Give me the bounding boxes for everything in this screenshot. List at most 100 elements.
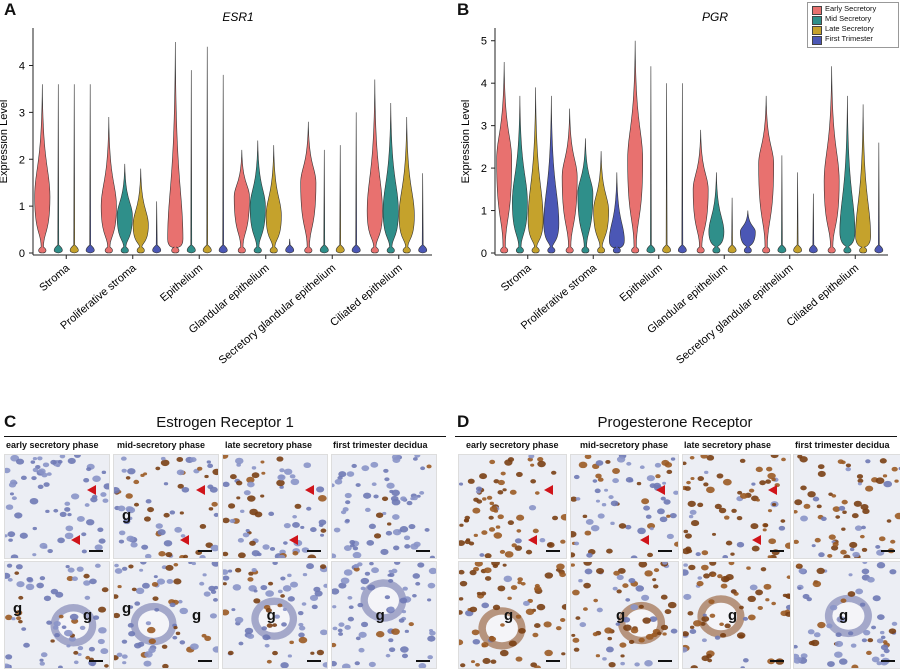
cell-nucleus [595,460,604,466]
cell-nucleus [620,654,625,658]
cell-nucleus [32,526,38,531]
cell-nucleus [191,562,197,566]
cell-nucleus [83,580,91,586]
cell-nucleus [338,632,344,636]
violin-first-trimester [218,74,228,254]
cell-nucleus [644,570,653,577]
cell-nucleus [701,616,710,622]
cell-nucleus [683,461,687,466]
cell-nucleus [127,623,134,628]
cell-nucleus [797,586,802,590]
gland-label: g [503,607,514,624]
cell-nucleus [77,646,84,651]
cell-nucleus [272,562,278,566]
cell-nucleus [364,507,371,513]
cell-nucleus [50,459,57,465]
cell-nucleus [125,493,133,499]
histology-c-bottom-4: g [331,561,437,669]
red-arrowhead-icon [305,485,314,495]
cell-nucleus [73,455,81,458]
histology-d-bottom-2-cells [571,562,678,668]
cell-nucleus [861,525,866,530]
cell-nucleus [771,601,777,606]
cell-nucleus [871,656,880,663]
cell-nucleus [352,551,362,558]
cell-nucleus [812,496,820,502]
cell-nucleus [811,544,816,548]
legend-item-late: Late Secretory [808,24,898,35]
cell-nucleus [827,661,835,667]
red-arrowhead-icon [87,485,96,495]
cell-nucleus [616,574,624,581]
gland-lumen [704,602,738,631]
cell-nucleus [45,509,50,514]
red-arrowhead-icon [528,535,537,545]
gland-label: g [266,607,276,624]
violin-mid-secretory [382,102,399,254]
cell-nucleus [660,496,666,501]
cell-nucleus [597,513,605,519]
cell-nucleus [66,576,74,582]
legend-item-early: Early Secretory [808,4,898,15]
cell-nucleus [622,616,631,623]
cell-nucleus [663,499,671,505]
scale-bar [881,550,895,552]
violin-first-trimester [678,83,687,254]
cell-nucleus [223,575,230,581]
cell-nucleus [154,608,160,612]
cell-nucleus [332,642,337,648]
histology-c-col-1: early secretory phase [6,440,99,450]
cell-nucleus [596,607,603,613]
cell-nucleus [133,479,140,485]
cell-nucleus [5,572,11,579]
cell-nucleus [398,618,405,623]
cell-nucleus [114,612,121,619]
cell-nucleus [389,489,394,494]
cell-nucleus [879,630,885,635]
cell-nucleus [122,661,127,665]
red-arrowhead-icon [180,535,189,545]
cell-nucleus [865,485,874,492]
cell-nucleus [227,569,233,573]
cell-nucleus [145,499,152,504]
cell-nucleus [166,578,174,584]
cell-nucleus [199,555,206,558]
cell-nucleus [497,490,504,495]
cell-nucleus [393,545,400,551]
cell-nucleus [126,506,136,514]
cell-nucleus [212,598,218,602]
cell-nucleus [771,477,776,482]
gland-label: g [83,607,93,624]
cell-nucleus [504,551,514,558]
scale-bar [546,550,560,552]
cell-nucleus [552,515,559,521]
cell-nucleus [276,456,284,462]
cell-nucleus [731,508,737,513]
cell-nucleus [294,503,302,509]
cell-nucleus [626,461,632,466]
cell-nucleus [765,479,772,484]
cell-nucleus [400,496,407,502]
cell-nucleus [174,526,183,533]
cell-nucleus [337,628,343,633]
cell-nucleus [179,511,184,515]
scale-bar [198,550,212,552]
cell-nucleus [238,641,244,646]
gland-lumen [137,610,170,638]
violin-mid-secretory [186,70,196,254]
cell-nucleus [156,578,166,585]
histology-c-top-2-cells [114,456,218,558]
cell-nucleus [333,527,341,533]
cell-nucleus [796,563,802,568]
cell-nucleus [855,588,864,595]
violin-mid-secretory [646,66,656,254]
cell-nucleus [561,652,566,656]
cell-nucleus [706,455,715,461]
cell-nucleus [18,619,23,624]
cell-nucleus [863,629,871,636]
histology-d-top-1-cells [459,455,566,558]
cell-nucleus [749,584,758,591]
cell-nucleus [322,662,327,668]
cell-nucleus [399,597,408,604]
cell-nucleus [59,511,67,517]
